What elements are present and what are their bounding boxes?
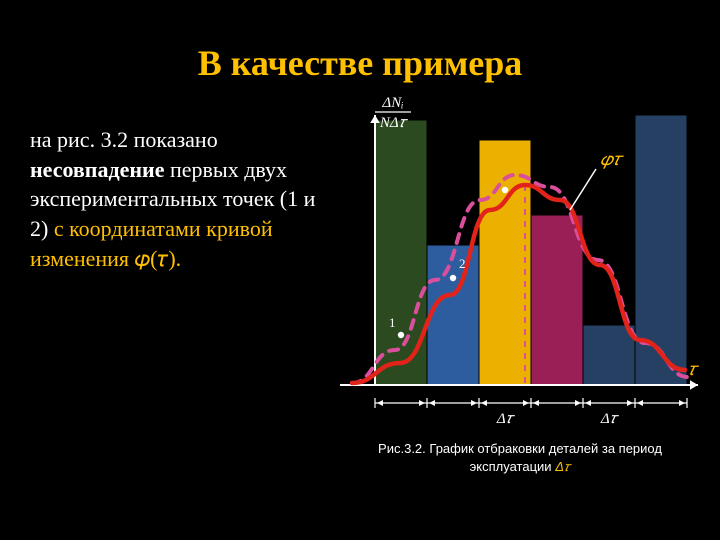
y-axis-label-top: ΔNᵢ bbox=[381, 95, 403, 111]
y-axis-label-bot: NΔ𝜏 bbox=[379, 115, 409, 131]
body-paragraph: на рис. 3.2 показано несовпадение первых… bbox=[30, 125, 320, 273]
chart-svg: 𝜏 ΔNᵢ NΔ𝜏 1 2 𝜑𝜏 Δ𝜏 Δ𝜏 bbox=[340, 95, 700, 430]
x-axis-arrow-icon bbox=[690, 380, 698, 390]
dim-arrow-right-icon bbox=[471, 400, 477, 406]
slide-root: В качестве примера на рис. 3.2 показано … bbox=[0, 0, 720, 540]
dim-arrow-right-icon bbox=[523, 400, 529, 406]
dim-arrow-left-icon bbox=[585, 400, 591, 406]
dim-arrow-left-icon bbox=[481, 400, 487, 406]
data-point bbox=[502, 187, 508, 193]
dim-arrow-left-icon bbox=[533, 400, 539, 406]
phi-label: 𝜑𝜏 bbox=[600, 149, 625, 169]
bar bbox=[427, 245, 479, 385]
chart-area: 𝜏 ΔNᵢ NΔ𝜏 1 2 𝜑𝜏 Δ𝜏 Δ𝜏 bbox=[340, 95, 700, 430]
dim-arrow-left-icon bbox=[377, 400, 383, 406]
dim-arrow-left-icon bbox=[637, 400, 643, 406]
dim-label: Δ𝜏 bbox=[496, 411, 516, 427]
data-point-label: 1 bbox=[389, 315, 396, 330]
data-point bbox=[450, 275, 456, 281]
body-segment: с координатами кривой изменения 𝜑(𝜏). bbox=[30, 216, 273, 271]
y-axis-arrow-icon bbox=[370, 115, 380, 123]
phi-callout-line bbox=[570, 169, 596, 210]
body-segment: на рис. 3.2 показано bbox=[30, 127, 218, 152]
slide-title: В качестве примера bbox=[0, 42, 720, 84]
figure-caption: Рис.3.2. График отбраковки деталей за пе… bbox=[340, 440, 700, 475]
dim-arrow-right-icon bbox=[679, 400, 685, 406]
data-point bbox=[398, 332, 404, 338]
x-axis-label: 𝜏 bbox=[688, 359, 700, 379]
dim-arrow-left-icon bbox=[429, 400, 435, 406]
dim-arrow-right-icon bbox=[627, 400, 633, 406]
body-segment: несовпадение bbox=[30, 157, 165, 182]
dim-label: Δ𝜏 bbox=[600, 411, 620, 427]
bar bbox=[531, 215, 583, 385]
bar bbox=[583, 325, 635, 385]
data-point-label: 2 bbox=[459, 256, 466, 271]
dim-arrow-right-icon bbox=[419, 400, 425, 406]
dim-arrow-right-icon bbox=[575, 400, 581, 406]
